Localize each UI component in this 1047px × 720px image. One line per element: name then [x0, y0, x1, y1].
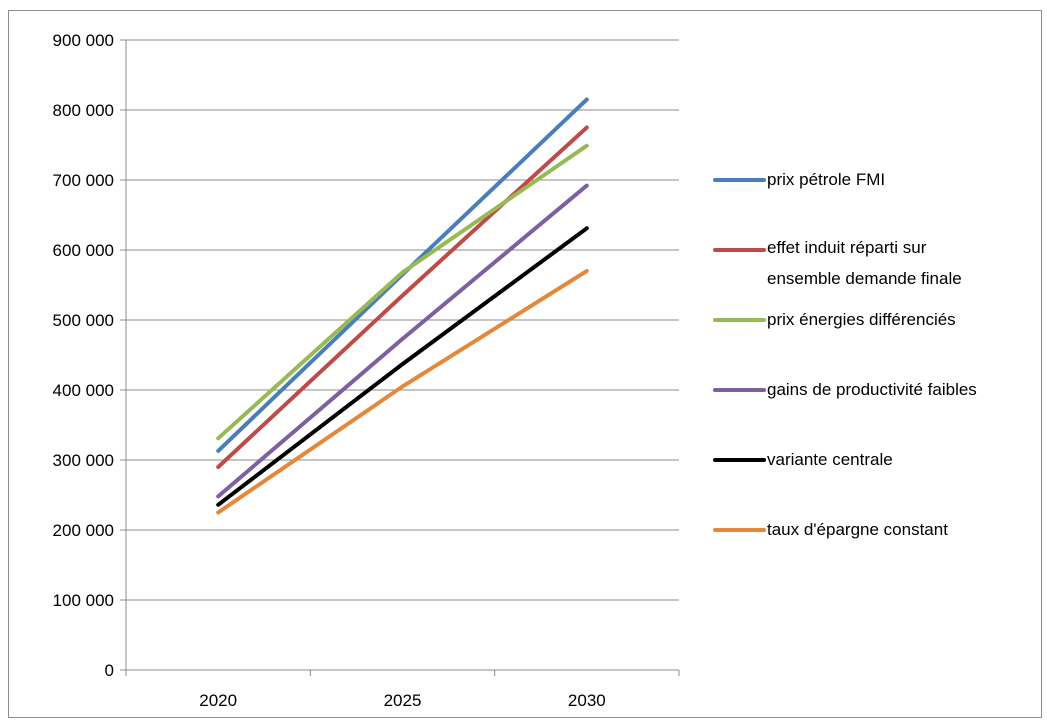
- legend-label: prix pétrole FMI: [767, 170, 885, 189]
- series-line: [216, 143, 589, 441]
- x-tick-label: 2030: [568, 691, 606, 710]
- y-tick-label: 500 000: [53, 311, 114, 330]
- chart-frame: 0 100 000 200 000 300 000 400 000 500 000 600 …: [8, 10, 1042, 718]
- legend-label-line: effet induit réparti sur: [767, 238, 927, 257]
- y-tick-label: 900 000: [53, 31, 114, 50]
- line-chart: 0 100 000 200 000 300 000 400 000 500 000 600 …: [53, 31, 977, 710]
- y-tick-label: 200 000: [53, 521, 114, 540]
- legend-label-line: gains de productivité faibles: [767, 380, 977, 399]
- series-line: [216, 226, 589, 507]
- legend-label: prix énergies différenciés: [767, 310, 956, 329]
- legend-label: taux d'épargne constant: [767, 520, 948, 539]
- series-line: [216, 125, 589, 469]
- legend-label-line: taux d'épargne constant: [767, 520, 948, 539]
- y-tick-label: 0: [105, 661, 114, 680]
- x-tick-label: 2020: [199, 691, 237, 710]
- y-tick-label: 700 000: [53, 171, 114, 190]
- y-tick-label: 400 000: [53, 381, 114, 400]
- gridlines: [126, 39, 679, 601]
- legend-label: gains de productivité faibles: [767, 380, 977, 399]
- series-lines: [216, 97, 589, 515]
- y-tick-label: 800 000: [53, 101, 114, 120]
- legend-label-line: ensemble demande finale: [767, 269, 962, 288]
- legend-label: effet induit réparti sur ensemble demande…: [767, 238, 962, 288]
- legend-label-line: prix pétrole FMI: [767, 170, 885, 189]
- y-tick-label: 300 000: [53, 451, 114, 470]
- series-line: [216, 269, 589, 515]
- y-tick-label: 100 000: [53, 591, 114, 610]
- legend: prix pétrole FMI effet induit réparti sur…: [713, 170, 977, 539]
- legend-label: variante centrale: [767, 450, 893, 469]
- y-tick-label: 600 000: [53, 241, 114, 260]
- legend-label-line: variante centrale: [767, 450, 893, 469]
- axes: 0 100 000 200 000 300 000 400 000 500 000 600 …: [53, 31, 680, 710]
- series-line: [216, 97, 589, 453]
- legend-label-line: prix énergies différenciés: [767, 310, 956, 329]
- series-line: [216, 183, 589, 499]
- x-tick-label: 2025: [384, 691, 422, 710]
